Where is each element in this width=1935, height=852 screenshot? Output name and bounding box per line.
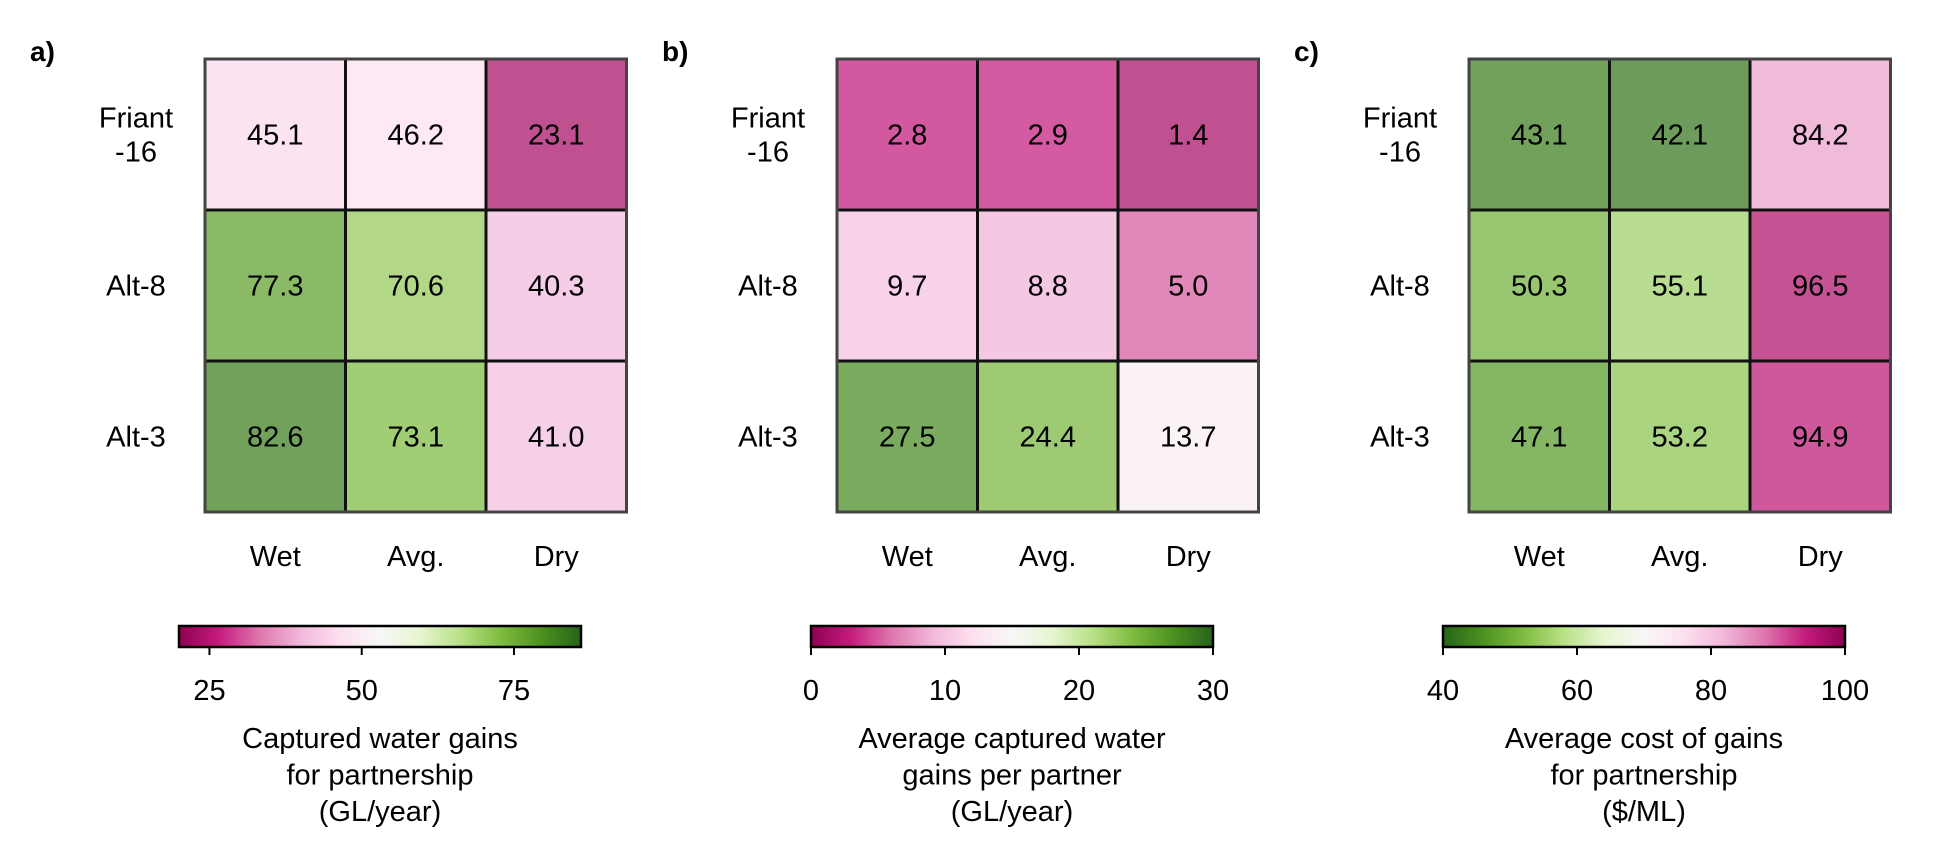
row-label: Alt-8	[738, 271, 798, 303]
colorbar-tick-label: 50	[346, 675, 378, 707]
cell-value-label: 42.1	[1652, 120, 1708, 152]
colorbar-label: for partnership	[1551, 760, 1738, 792]
colorbar-tick-label: 0	[803, 675, 819, 707]
colorbar-label: for partnership	[287, 760, 474, 792]
heatmap-cell	[203, 57, 347, 212]
column-label: Wet	[250, 541, 301, 573]
cell-value-label: 73.1	[388, 422, 444, 454]
column-label: Avg.	[387, 541, 445, 573]
heatmap-cell	[1748, 208, 1892, 363]
row-label: Alt-8	[1370, 271, 1430, 303]
colorbar-tick-label: 100	[1821, 675, 1869, 707]
colorbar-tick-label: 25	[193, 675, 225, 707]
colorbar	[1441, 624, 1847, 649]
row-label: -16	[1379, 137, 1421, 169]
cell-value-label: 43.1	[1511, 120, 1567, 152]
cell-value-label: 13.7	[1160, 422, 1216, 454]
cell-value-label: 24.4	[1020, 422, 1076, 454]
colorbar-tick-label: 40	[1427, 675, 1459, 707]
heatmap-cell	[976, 359, 1120, 514]
column-label: Dry	[1166, 541, 1212, 573]
row-label: Friant	[99, 103, 173, 135]
colorbar-tick-label: 10	[929, 675, 961, 707]
cell-value-label: 40.3	[528, 271, 584, 303]
colorbar-tick-label: 75	[498, 675, 530, 707]
cell-value-label: 2.8	[887, 120, 927, 152]
cell-value-label: 84.2	[1792, 120, 1848, 152]
cell-value-label: 50.3	[1511, 271, 1567, 303]
colorbar-tick-label: 20	[1063, 675, 1095, 707]
colorbar-label: Average cost of gains	[1505, 723, 1783, 755]
colorbar-label: Captured water gains	[242, 723, 518, 755]
cell-value-label: 77.3	[247, 271, 303, 303]
heatmap-cell	[835, 208, 979, 363]
cell-value-label: 82.6	[247, 422, 303, 454]
column-label: Wet	[882, 541, 933, 573]
colorbar-tick-label: 80	[1695, 675, 1727, 707]
row-label: Alt-3	[106, 422, 166, 454]
colorbar-label: ($/ML)	[1602, 796, 1686, 828]
cell-value-label: 9.7	[887, 271, 927, 303]
heatmap-cell	[1116, 359, 1260, 514]
colorbar-tick-label: 60	[1561, 675, 1593, 707]
column-label: Dry	[1798, 541, 1844, 573]
heatmap-cell	[1748, 359, 1892, 514]
row-label: Alt-3	[738, 422, 798, 454]
heatmap-cell	[344, 359, 488, 514]
cell-value-label: 55.1	[1652, 271, 1708, 303]
heatmap-frame	[1467, 57, 1892, 514]
heatmap-cell	[1116, 208, 1260, 363]
row-label: Alt-8	[106, 271, 166, 303]
row-label: Alt-3	[1370, 422, 1430, 454]
row-label: Friant	[1363, 103, 1437, 135]
heatmap-frame	[835, 57, 1260, 514]
cell-value-label: 5.0	[1168, 271, 1208, 303]
cell-value-label: 1.4	[1168, 120, 1208, 152]
row-label: -16	[747, 137, 789, 169]
row-label: -16	[115, 137, 157, 169]
panel-1: a) 45.1 46.2 23.1 77.3 70.6 40.3 82.6 73.1 41.0 Fr…	[30, 36, 628, 828]
cell-value-label: 27.5	[879, 422, 935, 454]
column-label: Dry	[534, 541, 580, 573]
cell-value-label: 70.6	[388, 271, 444, 303]
heatmap-frame	[203, 57, 628, 514]
colorbar-label: (GL/year)	[319, 796, 441, 828]
cell-value-label: 94.9	[1792, 422, 1848, 454]
panel-label: c)	[1294, 36, 1319, 67]
panel-label: b)	[662, 36, 688, 67]
column-label: Wet	[1514, 541, 1565, 573]
colorbar-tick-label: 30	[1197, 675, 1229, 707]
colorbar-label: (GL/year)	[951, 796, 1073, 828]
panel-2: b) 2.8 2.9 1.4 9.7 8.8 5.0 27.5 24.4 13.7 Friant-1…	[662, 36, 1260, 828]
heatmap-cell	[484, 208, 628, 363]
cell-value-label: 2.9	[1028, 120, 1068, 152]
cell-value-label: 41.0	[528, 422, 584, 454]
colorbar-label: gains per partner	[902, 760, 1122, 792]
column-label: Avg.	[1651, 541, 1709, 573]
cell-value-label: 46.2	[388, 120, 444, 152]
colorbar-label: Average captured water	[858, 723, 1166, 755]
panel-3: c) 43.1 42.1 84.2 50.3 55.1 96.5 47.1 53.2 94.9 Fr…	[1294, 36, 1892, 828]
heatmap-cell	[976, 57, 1120, 212]
colorbar	[809, 624, 1215, 649]
cell-value-label: 45.1	[247, 120, 303, 152]
column-label: Avg.	[1019, 541, 1077, 573]
cell-value-label: 96.5	[1792, 271, 1848, 303]
heatmap-cell	[1608, 359, 1752, 514]
row-label: Friant	[731, 103, 805, 135]
heatmap-cell	[1467, 359, 1611, 514]
cell-value-label: 23.1	[528, 120, 584, 152]
heatmap-cell	[1467, 208, 1611, 363]
panel-label: a)	[30, 36, 55, 67]
cell-value-label: 53.2	[1652, 422, 1708, 454]
colorbar	[177, 624, 583, 649]
heatmap-cell	[344, 57, 488, 212]
cell-value-label: 8.8	[1028, 271, 1068, 303]
cell-value-label: 47.1	[1511, 422, 1567, 454]
